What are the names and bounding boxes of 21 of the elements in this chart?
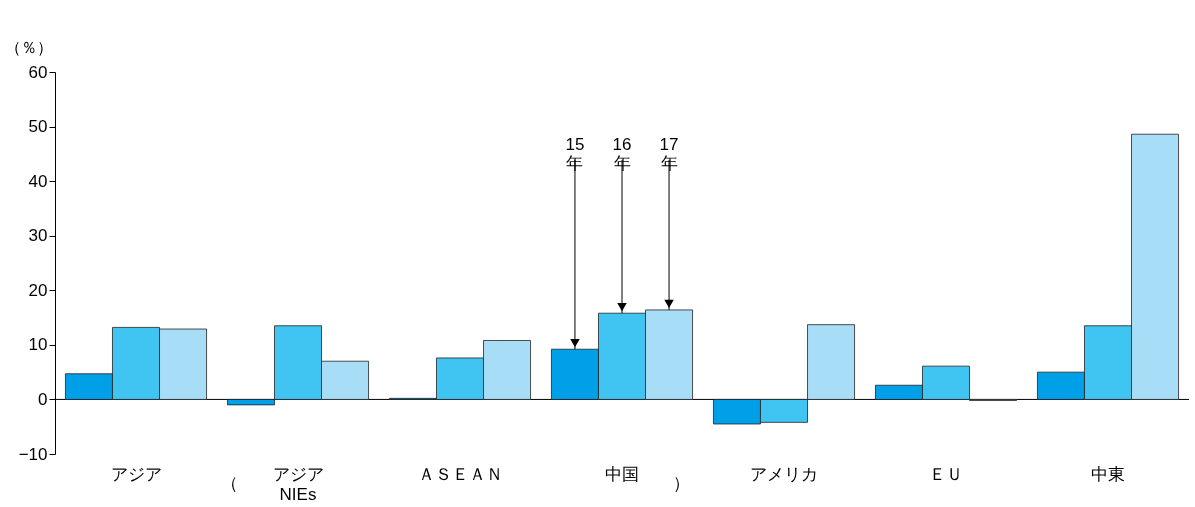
x-tick-label: アジア NIEs bbox=[272, 464, 324, 504]
y-tick-label: −10 bbox=[18, 444, 48, 464]
y-tick-label: 0 bbox=[38, 389, 48, 409]
x-tick-label: ＡＳＥＡＮ bbox=[417, 464, 503, 484]
x-tick-label: 中国 bbox=[605, 464, 639, 484]
y-tick-label: 60 bbox=[28, 62, 48, 82]
x-tick-label: ＥＵ bbox=[929, 464, 963, 484]
text: 16年 bbox=[612, 135, 632, 173]
text: 17年 bbox=[659, 135, 679, 173]
y-tick-label: 50 bbox=[28, 117, 48, 137]
text: 15年 bbox=[565, 135, 585, 173]
x-tick-label: アジア bbox=[110, 464, 162, 484]
text: （ bbox=[221, 474, 239, 493]
y-tick-label: 40 bbox=[28, 171, 48, 191]
y-tick-label: 30 bbox=[28, 226, 48, 246]
y-tick-label: 10 bbox=[28, 335, 48, 355]
y-axis-title: （％） bbox=[5, 39, 53, 56]
y-tick-label: 20 bbox=[28, 280, 48, 300]
x-tick-label: 中東 bbox=[1091, 464, 1125, 484]
text: ） bbox=[673, 474, 691, 493]
x-tick-label: アメリカ bbox=[750, 464, 818, 484]
